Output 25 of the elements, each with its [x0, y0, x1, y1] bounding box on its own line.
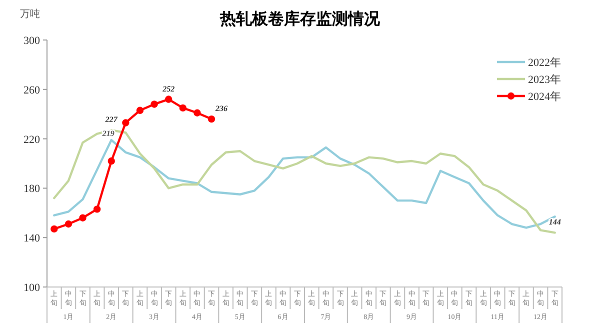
point [64, 220, 72, 228]
y-axis-title: 万吨 [20, 8, 40, 20]
point [122, 119, 130, 126]
legend-label: 2022年 [528, 57, 561, 69]
point [150, 100, 158, 108]
point [93, 206, 101, 213]
y-tick-label: 260 [24, 84, 40, 96]
y-tick-label: 300 [24, 35, 40, 47]
y-tick-label: 180 [24, 183, 40, 196]
y-tick-label: 220 [24, 134, 40, 146]
point [179, 104, 187, 112]
point [108, 157, 115, 165]
legend-label: 2023年 [528, 74, 561, 86]
point [164, 96, 172, 103]
data-label: 144 [548, 218, 561, 227]
y-tick-label: 100 [24, 282, 40, 294]
point [50, 225, 58, 233]
data-label: 227 [104, 115, 118, 124]
y-tick-label: 140 [24, 232, 40, 245]
point [136, 106, 144, 114]
point [79, 214, 86, 222]
point [194, 109, 201, 116]
legend-label: 2024年 [528, 91, 561, 103]
point [208, 115, 216, 123]
chart-title: 热轧板卷库存监测情况 [219, 10, 381, 28]
